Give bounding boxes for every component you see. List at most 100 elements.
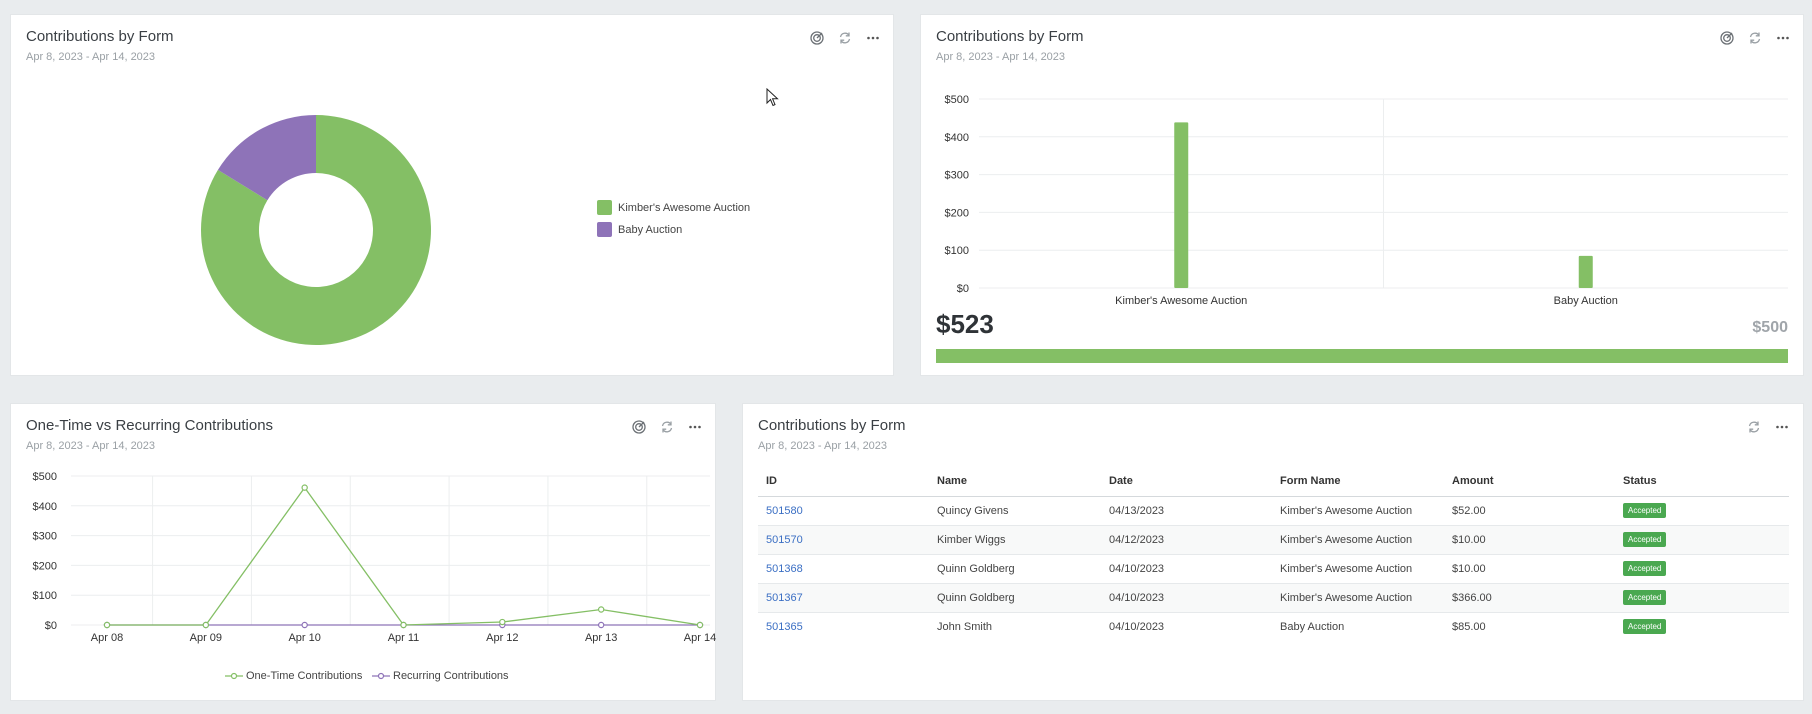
more-icon[interactable] [1774, 29, 1792, 47]
y-tick-label: $500 [33, 471, 57, 483]
data-point[interactable] [103, 621, 111, 629]
table-row[interactable]: 501570 Kimber Wiggs 04/12/2023 Kimber's … [758, 525, 1789, 555]
table-row[interactable]: 501367 Quinn Goldberg 04/10/2023 Kimber'… [758, 583, 1789, 613]
data-point[interactable] [301, 621, 308, 629]
legend-item-baby[interactable]: Baby Auction [597, 222, 682, 237]
donor-name: Quinn Goldberg [929, 583, 1101, 613]
target-icon[interactable] [808, 29, 826, 47]
column-header-amount[interactable]: Amount [1444, 466, 1615, 497]
more-icon[interactable] [686, 418, 704, 436]
table-card: Contributions by Form Apr 8, 2023 - Apr … [742, 403, 1804, 701]
card-toolbar [1718, 29, 1792, 47]
bar[interactable] [1578, 255, 1593, 288]
x-tick-label: Apr 11 [388, 632, 420, 644]
card-date-range: Apr 8, 2023 - Apr 14, 2023 [936, 51, 1066, 63]
legend-swatch [597, 222, 612, 237]
contribution-date: 04/12/2023 [1101, 525, 1272, 555]
legend-swatch [597, 200, 612, 215]
contribution-amount: $52.00 [1444, 496, 1615, 526]
donor-name: Kimber Wiggs [929, 525, 1101, 555]
refresh-icon[interactable] [836, 29, 854, 47]
card-toolbar [1745, 418, 1791, 436]
form-name: Kimber's Awesome Auction [1272, 496, 1444, 526]
legend-line-marker [225, 672, 243, 680]
card-date-range: Apr 8, 2023 - Apr 14, 2023 [26, 440, 156, 452]
legend-item-one-time[interactable]: One-Time Contributions [225, 670, 362, 682]
x-tick-label: Apr 13 [585, 632, 617, 644]
more-icon[interactable] [1773, 418, 1791, 436]
y-tick-label: $200 [945, 207, 969, 219]
data-point[interactable] [499, 618, 506, 626]
pie-card: Contributions by Form Apr 8, 2023 - Apr … [10, 14, 894, 376]
table-row[interactable]: 501368 Quinn Goldberg 04/10/2023 Kimber'… [758, 554, 1789, 584]
bar[interactable] [1174, 122, 1189, 288]
card-title: One-Time vs Recurring Contributions [26, 417, 274, 434]
status-badge: Accepted [1623, 619, 1667, 635]
y-tick-label: $100 [33, 590, 57, 602]
series-line [107, 486, 701, 626]
data-point[interactable] [696, 621, 704, 629]
x-tick-label: Baby Auction [1554, 295, 1618, 307]
refresh-icon[interactable] [1745, 418, 1763, 436]
x-tick-label: Apr 08 [91, 632, 123, 644]
card-title: Contributions by Form [758, 417, 906, 434]
legend-item-recurring[interactable]: Recurring Contributions [372, 670, 509, 682]
y-tick-label: $400 [33, 501, 57, 513]
y-tick-label: $400 [945, 132, 969, 144]
contribution-amount: $10.00 [1444, 525, 1615, 555]
form-name: Kimber's Awesome Auction [1272, 583, 1444, 613]
y-tick-label: $500 [945, 94, 969, 106]
contribution-date: 04/13/2023 [1101, 496, 1272, 526]
data-point[interactable] [301, 484, 308, 491]
contribution-date: 04/10/2023 [1101, 554, 1272, 584]
form-name: Kimber's Awesome Auction [1272, 525, 1444, 555]
card-title: Contributions by Form [936, 28, 1084, 45]
status-badge: Accepted [1623, 590, 1667, 605]
line-chart: $0 $100 $200 $300 $400 $500 Apr 08 Apr 09 Apr 10… [33, 471, 717, 644]
table-header-row: ID Name Date Form Name Amount Status [758, 466, 1789, 497]
x-tick-label: Kimber's Awesome Auction [1115, 295, 1247, 307]
data-point[interactable] [597, 606, 605, 613]
contribution-id-link[interactable]: 501368 [766, 562, 803, 575]
mouse-cursor-icon [766, 88, 779, 107]
contribution-id-link[interactable]: 501570 [766, 533, 803, 546]
data-point[interactable] [202, 621, 210, 629]
data-point[interactable] [597, 621, 605, 629]
x-tick-label: Apr 14 [684, 632, 716, 644]
contribution-id-link[interactable]: 501580 [766, 504, 803, 517]
y-tick-label: $300 [33, 531, 57, 543]
more-icon[interactable] [864, 29, 882, 47]
column-header-id[interactable]: ID [758, 466, 929, 497]
data-point[interactable] [400, 621, 407, 629]
table-row[interactable]: 501580 Quincy Givens 04/13/2023 Kimber's… [758, 496, 1789, 526]
donut-slice[interactable] [217, 115, 316, 201]
donut-slice[interactable] [200, 115, 431, 345]
refresh-icon[interactable] [658, 418, 676, 436]
target-icon[interactable] [630, 418, 648, 436]
column-header-status[interactable]: Status [1615, 466, 1789, 497]
table-row[interactable]: 501365 John Smith 04/10/2023 Baby Auctio… [758, 612, 1789, 641]
bar-chart: $0 $100 $200 $300 $400 $500 Kimber's Awesome A… [945, 94, 1788, 307]
y-tick-label: $300 [945, 170, 969, 182]
y-tick-label: $200 [33, 560, 57, 572]
contribution-id-link[interactable]: 501365 [766, 620, 803, 633]
donor-name: Quinn Goldberg [929, 554, 1101, 584]
form-name: Kimber's Awesome Auction [1272, 554, 1444, 584]
legend-item-kimbers[interactable]: Kimber's Awesome Auction [597, 200, 750, 215]
donut-chart [200, 115, 431, 345]
legend-line-marker [372, 672, 390, 680]
refresh-icon[interactable] [1746, 29, 1764, 47]
column-header-name[interactable]: Name [929, 466, 1101, 497]
contribution-id-link[interactable]: 501367 [766, 591, 803, 604]
column-header-form-name[interactable]: Form Name [1272, 466, 1444, 497]
card-toolbar [630, 418, 704, 436]
target-icon[interactable] [1718, 29, 1736, 47]
column-header-date[interactable]: Date [1101, 466, 1272, 497]
card-date-range: Apr 8, 2023 - Apr 14, 2023 [26, 51, 156, 63]
x-tick-label: Apr 10 [288, 632, 320, 644]
status-badge: Accepted [1623, 532, 1667, 547]
form-name: Baby Auction [1280, 620, 1345, 633]
y-tick-label: $100 [945, 245, 969, 257]
goal-amount: $500 [1752, 319, 1788, 336]
x-tick-label: Apr 12 [486, 632, 518, 644]
